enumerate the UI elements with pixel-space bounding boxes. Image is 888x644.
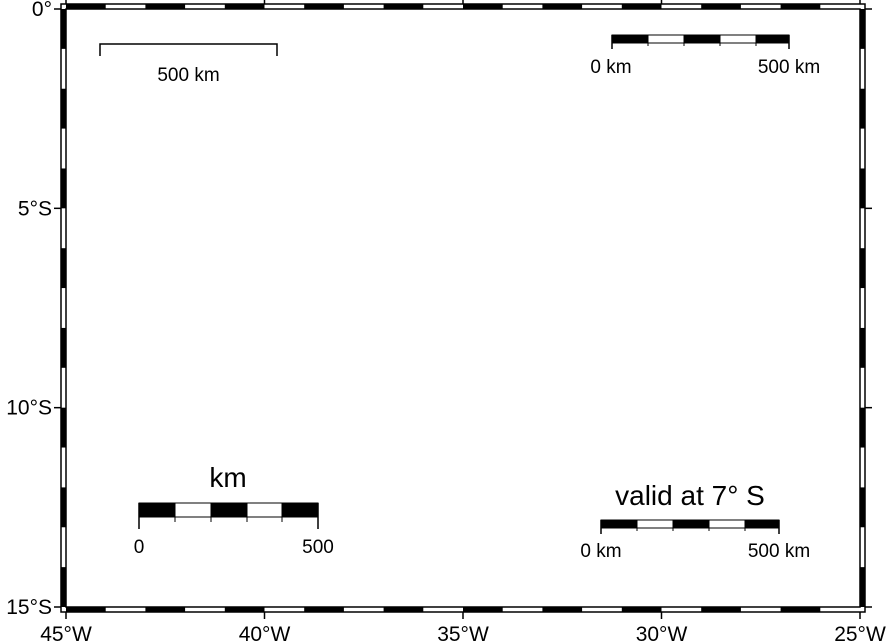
frame-segment-right	[860, 407, 865, 448]
frame-segment-bottom	[145, 607, 186, 612]
frame-segment-left	[61, 407, 66, 448]
frame-segment-left	[61, 88, 66, 129]
frame-segment-left	[61, 567, 66, 607]
scalebar-fancy-units-start-label: 0 km	[590, 57, 631, 78]
frame-segment-top	[542, 4, 583, 9]
frame-segment-right	[860, 168, 865, 209]
y-tick-label: 5°S	[18, 197, 52, 220]
frame-segment-bottom	[304, 607, 344, 612]
x-tick-label: 40°W	[239, 623, 291, 644]
scalebar-fancy-units: 0 km 500 km	[590, 34, 820, 78]
scalebar-fancy-units-bar	[611, 34, 790, 49]
frame-segment-bottom	[542, 607, 583, 612]
frame-segment-right	[860, 88, 865, 129]
scalebar-fancy-title-bar	[138, 502, 319, 529]
frame-segment-top	[463, 4, 503, 9]
frame-segment-left	[61, 168, 66, 209]
frame-segment-bottom	[383, 607, 424, 612]
frame-segment-right	[860, 248, 865, 289]
x-tick-label: 30°W	[636, 623, 688, 644]
y-tick-label: 15°S	[6, 596, 52, 619]
scalebar-plain-line	[99, 43, 278, 56]
x-tick-label: 25°W	[834, 623, 886, 644]
frame-segment-top	[66, 4, 106, 9]
frame-segment-bottom	[621, 607, 662, 612]
frame-segment-left	[61, 487, 66, 528]
scalebar-fancy-valid-title: valid at 7° S	[615, 480, 765, 511]
frame-segment-bottom	[701, 607, 741, 612]
frame-segment-left	[61, 327, 66, 368]
scalebar-fancy-title-start-label: 0	[134, 537, 145, 558]
frame-segment-top	[304, 4, 344, 9]
frame-segment-left	[61, 248, 66, 289]
scalebar-fancy-valid: valid at 7° S 0 km 500 km	[580, 480, 810, 562]
frame-segment-right	[860, 567, 865, 607]
frame-segment-top	[701, 4, 741, 9]
frame-segment-bottom	[66, 607, 106, 612]
scalebar-fancy-title-end-label: 500	[302, 537, 334, 558]
frame-segment-right	[860, 487, 865, 528]
scalebar-fancy-valid-bar	[600, 519, 780, 534]
frame-segment-right	[860, 327, 865, 368]
scalebar-fancy-valid-start-label: 0 km	[580, 541, 621, 562]
x-tick-label: 35°W	[437, 623, 489, 644]
frame-segment-bottom	[780, 607, 821, 612]
scalebar-fancy-units-end-label: 500 km	[758, 57, 820, 78]
frame-segment-top	[224, 4, 265, 9]
scalebar-fancy-title-title: km	[209, 462, 246, 493]
y-tick-label: 0°	[32, 0, 52, 21]
x-tick-label: 45°W	[40, 623, 92, 644]
frame-segment-left	[61, 9, 66, 49]
frame-segment-bottom	[224, 607, 265, 612]
frame-segment-top	[621, 4, 662, 9]
frame-segment-top	[383, 4, 424, 9]
frame-segment-top	[780, 4, 821, 9]
scalebar-plain-label: 500 km	[157, 65, 219, 86]
scalebar-fancy-valid-end-label: 500 km	[748, 541, 810, 562]
frame-segment-top	[145, 4, 186, 9]
axis-ticks: 45°W 40°W 35°W 30°W 25°W 0° 5°S 10°S 15°S	[6, 0, 886, 644]
y-tick-label: 10°S	[6, 397, 52, 420]
frame-segment-bottom	[463, 607, 503, 612]
frame-segment-right	[860, 9, 865, 49]
scalebar-plain: 500 km	[99, 43, 278, 86]
scalebar-fancy-title: km 0 500	[134, 462, 334, 558]
